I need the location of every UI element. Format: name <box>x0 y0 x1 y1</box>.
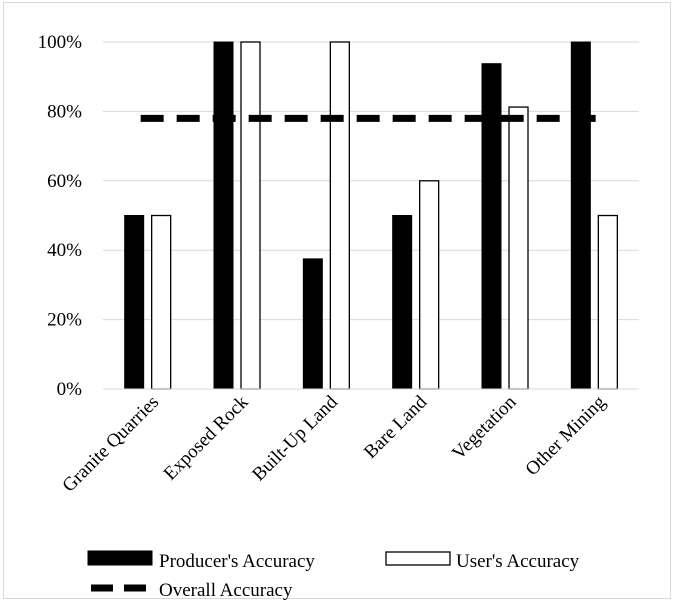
grid-lines <box>103 41 639 321</box>
bar-user-s-accuracy-bare-land <box>419 180 440 390</box>
legend-label-users-accuracy: User's Accuracy <box>456 551 580 572</box>
y-axis-tick-labels: 0% 20% 40% 60% 80% 100% <box>38 32 83 400</box>
y-tick-label-40: 40% <box>47 240 82 261</box>
legend-swatch-users-accuracy <box>385 551 451 566</box>
bar-producer-s-accuracy-vegetation <box>481 63 502 390</box>
bar-producer-s-accuracy-other-mining <box>570 41 591 390</box>
bar-producer-s-accuracy-built-up-land <box>302 258 323 390</box>
bar-user-s-accuracy-exposed-rock <box>240 41 261 390</box>
legend: Producer's Accuracy User's Accuracy Over… <box>87 550 580 601</box>
legend-label-overall-accuracy: Overall Accuracy <box>159 580 293 601</box>
bar-user-s-accuracy-built-up-land <box>329 41 350 390</box>
category-label-vegetation: Vegetation <box>448 391 521 464</box>
category-label-exposed-rock: Exposed Rock <box>160 391 253 484</box>
bar-user-s-accuracy-granite-quarries <box>151 214 172 390</box>
legend-swatch-producers-accuracy <box>87 550 153 566</box>
bars <box>124 41 618 390</box>
y-tick-label-80: 80% <box>47 101 82 122</box>
bar-producer-s-accuracy-granite-quarries <box>124 215 145 390</box>
bar-user-s-accuracy-other-mining <box>597 214 618 390</box>
y-tick-label-100: 100% <box>38 32 83 53</box>
bar-producer-s-accuracy-bare-land <box>392 215 413 390</box>
y-tick-label-20: 20% <box>47 310 82 331</box>
bar-producer-s-accuracy-exposed-rock <box>213 41 234 390</box>
y-tick-label-60: 60% <box>47 171 82 192</box>
category-label-granite-quarries: Granite Quarries <box>58 392 163 497</box>
legend-label-producers-accuracy: Producer's Accuracy <box>159 551 315 572</box>
category-label-bare-land: Bare Land <box>360 391 432 463</box>
category-label-built-up-land: Built-Up Land <box>248 391 342 485</box>
category-label-other-mining: Other Mining <box>522 391 611 480</box>
y-tick-label-0: 0% <box>57 379 83 400</box>
bar-user-s-accuracy-vegetation <box>508 106 529 390</box>
